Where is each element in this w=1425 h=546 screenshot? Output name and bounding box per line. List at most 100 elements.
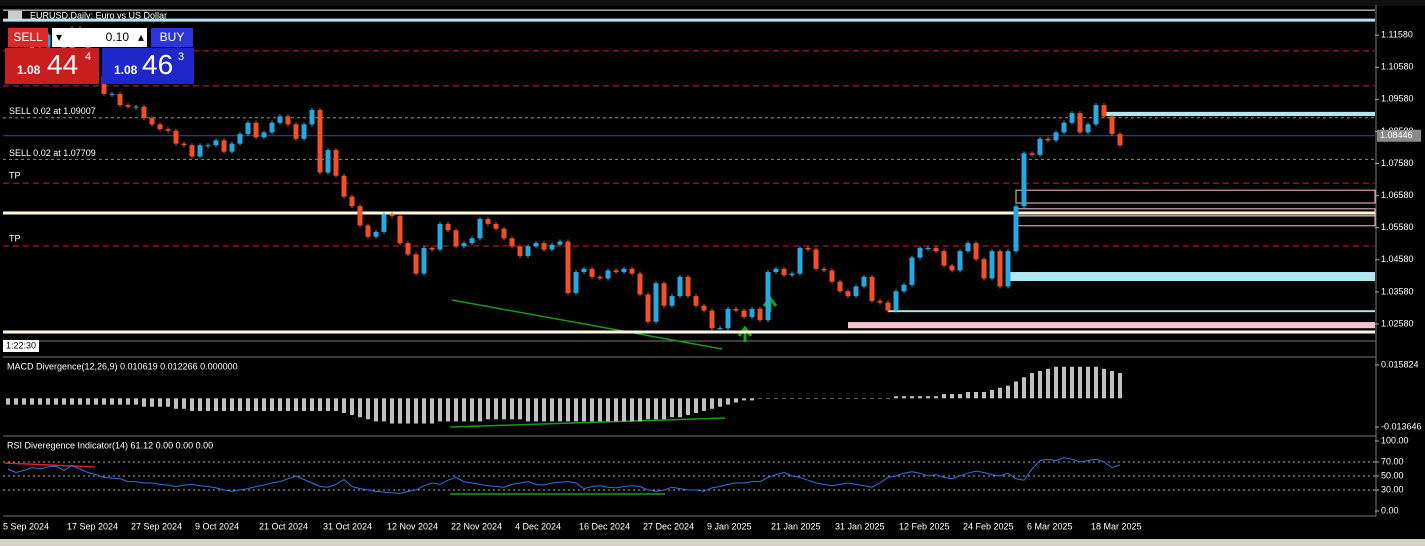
macd-bar [22, 398, 26, 405]
candle [989, 251, 995, 279]
volume-input[interactable]: ▾ 0.10 ▴ [52, 28, 147, 47]
y-tick-label: 1.09580 [1381, 94, 1414, 104]
macd-bar [270, 398, 274, 411]
macd-bar [414, 398, 418, 424]
candle [957, 251, 963, 271]
macd-bar [182, 398, 186, 409]
candle [253, 122, 259, 138]
y-tick-label: 50.00 [1381, 470, 1404, 480]
ask-pips: 46 [142, 49, 174, 80]
tp-label: TP [9, 233, 21, 243]
macd-bar [1070, 366, 1074, 399]
candle [165, 129, 171, 131]
timer-box [3, 340, 39, 352]
macd-bar [518, 398, 522, 420]
candle [461, 243, 467, 247]
x-tick-label: 18 Mar 2025 [1091, 521, 1142, 531]
candle [301, 124, 307, 139]
zone [1104, 111, 1375, 117]
macd-bar [54, 398, 58, 405]
macd-bar [766, 398, 770, 399]
candle [157, 124, 163, 130]
macd-bar [726, 398, 730, 405]
candle [853, 286, 859, 297]
x-tick-label: 9 Oct 2024 [195, 521, 239, 531]
candle [373, 231, 379, 237]
buy-button[interactable]: BUY [151, 28, 193, 47]
candle [389, 214, 395, 216]
y-tick-label: 1.10580 [1381, 62, 1414, 72]
candle [1101, 105, 1107, 117]
macd-bar [758, 398, 762, 399]
candle [917, 247, 923, 258]
macd-bar [574, 398, 578, 422]
x-tick-label: 27 Dec 2024 [643, 521, 694, 531]
chart-layer: SELL 0.02 at 1.09007 SELL 0.02 at 1.07709… [3, 9, 1422, 531]
zone [1008, 272, 1375, 282]
macd-bar [238, 398, 242, 411]
candle [741, 310, 747, 317]
candle [509, 238, 515, 247]
candle [397, 215, 403, 244]
candle [501, 228, 507, 239]
candle [933, 247, 939, 252]
y-tick-label: 0.00 [1381, 505, 1399, 515]
y-tick-label: 70.00 [1381, 456, 1404, 466]
bid-big: 1.08 [17, 63, 41, 77]
macd-bar [126, 398, 130, 405]
candle [117, 93, 123, 106]
macd-bar [1078, 366, 1082, 399]
macd-bar [1022, 377, 1026, 399]
macd-bar [550, 398, 554, 422]
trade-panel: SELL ▾ 0.10 ▴ BUY 1.08 44 4 1.08 46 3 [5, 26, 194, 85]
macd-bar [486, 398, 490, 420]
candle [1037, 138, 1043, 155]
macd-bar [14, 398, 18, 405]
sell-button[interactable]: SELL [8, 28, 48, 47]
candle [685, 276, 691, 297]
macd-bar [830, 398, 834, 399]
macd-bar [470, 398, 474, 422]
candle [149, 117, 155, 125]
macd-bar [134, 398, 138, 405]
macd-bar [902, 396, 906, 399]
candle [797, 247, 803, 274]
candle [141, 106, 147, 118]
macd-bar [1038, 370, 1042, 399]
candle [581, 268, 587, 273]
macd-bar [534, 398, 538, 422]
candle [1021, 153, 1027, 207]
x-tick-label: 24 Feb 2025 [963, 521, 1014, 531]
candle [749, 308, 755, 317]
bid-box[interactable]: 1.08 44 4 [5, 48, 99, 84]
y-tick-label: 1.04580 [1381, 254, 1414, 264]
candle [181, 143, 187, 146]
macd-bar [838, 398, 842, 399]
macd-bar [230, 398, 234, 411]
rsi-line [7, 457, 1121, 495]
macd-bar [502, 398, 506, 420]
macd-bar [406, 398, 410, 424]
candle [821, 268, 827, 271]
macd-bar [166, 398, 170, 407]
macd-bar [542, 398, 546, 422]
candle [965, 243, 971, 252]
order-label: SELL 0.02 at 1.07709 [9, 148, 96, 158]
candle [213, 140, 219, 146]
candle [221, 140, 227, 152]
candle [861, 276, 867, 287]
macd-bar [206, 398, 210, 411]
macd-bar [990, 389, 994, 399]
bid-pips: 44 [47, 49, 79, 80]
x-tick-label: 5 Sep 2024 [3, 521, 49, 531]
candle [1061, 122, 1067, 133]
candle [517, 246, 523, 256]
macd-bar [854, 398, 858, 399]
x-tick-label: 21 Jan 2025 [771, 521, 821, 531]
ask-box[interactable]: 1.08 46 3 [102, 48, 194, 84]
candle [981, 259, 987, 279]
macd-bar [710, 398, 714, 409]
macd-bar [494, 398, 498, 420]
candle [1045, 138, 1051, 141]
macd-bar [190, 398, 194, 411]
